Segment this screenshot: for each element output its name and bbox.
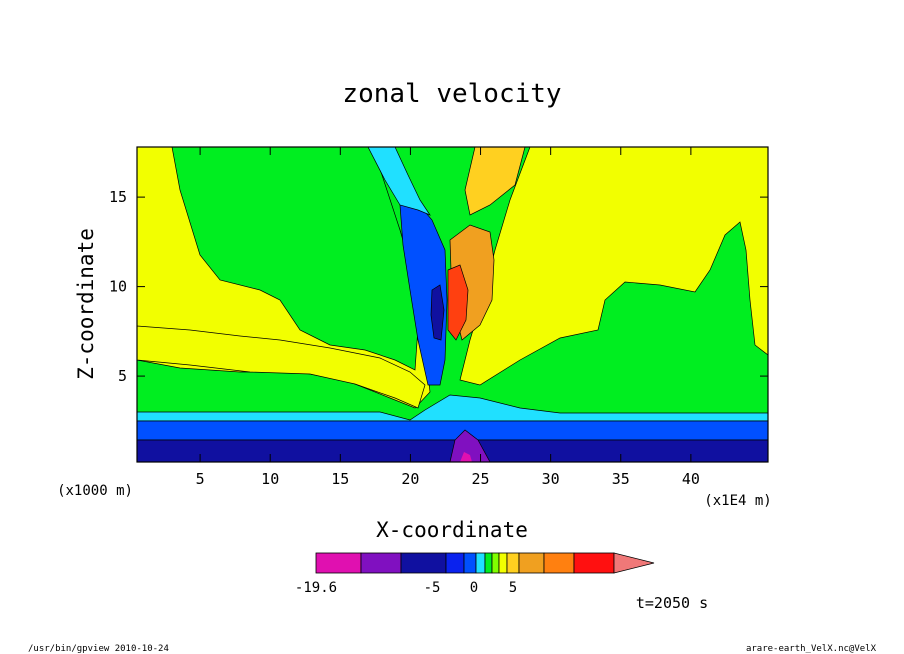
chart-title: zonal velocity bbox=[342, 79, 561, 109]
y-tick-label: 5 bbox=[118, 367, 127, 385]
time-label: t=2050 s bbox=[636, 594, 708, 612]
footer-right: arare-earth_VelX.nc@VelX bbox=[746, 644, 877, 654]
colorbar-segment bbox=[491, 552, 500, 574]
y-axis-label: Z-coordinate bbox=[74, 228, 98, 380]
field-red-core bbox=[447, 264, 469, 341]
field-blue-column bbox=[399, 199, 448, 386]
field-cyan-column bbox=[367, 147, 431, 216]
y-units-note: (x1000 m) bbox=[57, 483, 133, 499]
colorbar-arrow bbox=[613, 552, 655, 574]
colorbar-segment bbox=[463, 552, 477, 574]
x-tick-label: 35 bbox=[612, 470, 630, 488]
y-tick-label: 10 bbox=[109, 278, 127, 296]
colorbar-segment bbox=[484, 552, 493, 574]
field-darkblue-core bbox=[430, 284, 445, 341]
colorbar-label: -5 bbox=[424, 580, 441, 596]
field-purple bbox=[449, 429, 491, 462]
x-axis-label: X-coordinate bbox=[376, 518, 528, 542]
plot-frame bbox=[136, 146, 769, 463]
colorbar-label: -19.6 bbox=[295, 580, 337, 596]
x-tick-label: 10 bbox=[261, 470, 279, 488]
field-green-left bbox=[171, 147, 421, 371]
x-tick-label: 25 bbox=[472, 470, 490, 488]
x-tick-label: 30 bbox=[542, 470, 560, 488]
contour-plot bbox=[137, 147, 768, 462]
colorbar-segment bbox=[315, 552, 362, 574]
colorbar-segment bbox=[498, 552, 508, 574]
colorbar-segment bbox=[445, 552, 465, 574]
colorbar-segment bbox=[475, 552, 486, 574]
colorbar-segment bbox=[573, 552, 615, 574]
colorbar-segment bbox=[506, 552, 520, 574]
footer-left: /usr/bin/gpview 2010-10-24 bbox=[28, 644, 169, 654]
x-tick-label: 40 bbox=[682, 470, 700, 488]
x-tick-label: 15 bbox=[331, 470, 349, 488]
colorbar: -19.6 -5 0 5 bbox=[295, 552, 655, 596]
field-orange-top bbox=[464, 147, 526, 216]
y-axis: 5 10 15 bbox=[109, 188, 768, 385]
y-tick-label: 15 bbox=[109, 188, 127, 206]
colorbar-segment bbox=[518, 552, 545, 574]
field-magenta bbox=[460, 452, 472, 462]
field-yellow-band bbox=[137, 325, 426, 409]
x-tick-label: 20 bbox=[401, 470, 419, 488]
colorbar-label: 5 bbox=[509, 580, 517, 596]
colorbar-segment bbox=[400, 552, 447, 574]
colorbar-label: 0 bbox=[470, 580, 478, 596]
field-blue bbox=[137, 420, 768, 441]
x-axis: 5 10 15 20 25 30 35 40 bbox=[196, 147, 700, 488]
colorbar-segment bbox=[360, 552, 402, 574]
colorbar-segment bbox=[543, 552, 575, 574]
x-tick-label: 5 bbox=[196, 470, 205, 488]
x-units-note: (x1E4 m) bbox=[704, 493, 771, 509]
